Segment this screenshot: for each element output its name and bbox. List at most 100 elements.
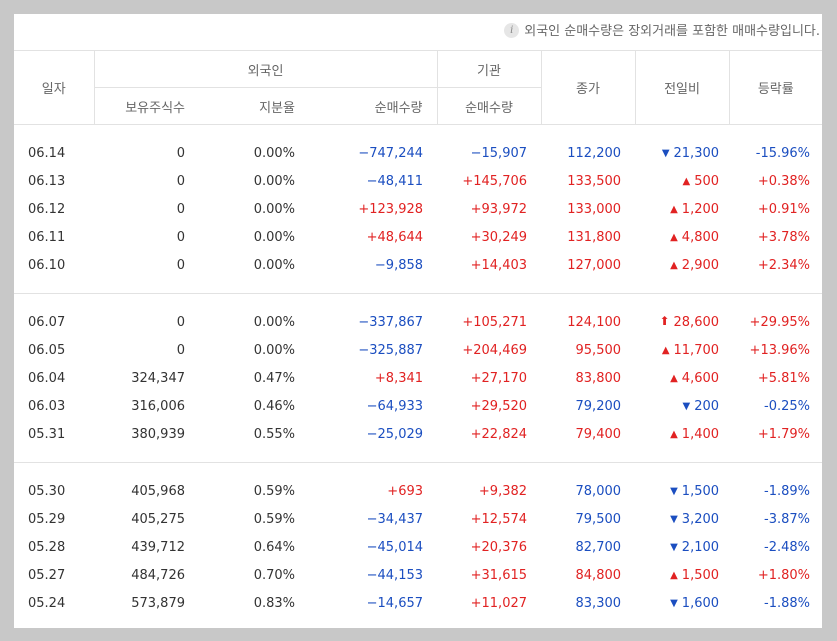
col-group-institution: 기관 xyxy=(436,51,542,88)
cell-change: ▲ 2,900 xyxy=(635,251,729,294)
trading-table: 일자 외국인 기관 종가 전일비 등락률 보유주식수 지분율 순매수량 순매수량… xyxy=(14,51,822,628)
cell-ratio-value: 0.00% xyxy=(253,257,295,273)
cell-ratio: 0.00% xyxy=(209,167,323,195)
cell-date-value: 05.28 xyxy=(28,539,66,555)
cell-date-value: 05.24 xyxy=(28,595,66,611)
cell-holdings-value: 405,275 xyxy=(131,511,185,527)
cell-holdings: 484,726 xyxy=(94,561,209,589)
cell-foreign-net: −9,858 xyxy=(323,251,437,294)
cell-foreign-net: +693 xyxy=(323,462,438,505)
cell-rate: +29.95% xyxy=(729,293,822,336)
cell-rate-value: +29.95% xyxy=(749,314,811,330)
investor-trading-panel: i 외국인 순매수량은 장외거래를 포함한 매매수량입니다. 일자 외국인 기관 … xyxy=(14,14,822,628)
cell-close-value: 133,500 xyxy=(567,173,622,189)
table-row: 05.27 484,726 0.70% −44,153 +31,615 84,800 ▲ 1,… xyxy=(14,561,822,589)
col-change: 전일비 xyxy=(634,51,730,125)
cell-change: ▲ 1,200 xyxy=(635,195,729,223)
cell-close: 124,100 xyxy=(541,293,636,336)
cell-date-value: 06.03 xyxy=(28,398,66,414)
cell-rate: +3.78% xyxy=(729,223,822,251)
cell-rate-value: +13.96% xyxy=(749,342,811,358)
cell-date-value: 06.11 xyxy=(28,229,66,245)
cell-date: 05.30 xyxy=(14,462,94,505)
cell-holdings-value: 439,712 xyxy=(131,539,185,555)
triangle-up-icon: ▲ xyxy=(670,203,678,215)
cell-change-value: 1,500 xyxy=(681,483,720,499)
cell-rate-value: -0.25% xyxy=(764,398,811,414)
cell-foreign-net-value: −14,657 xyxy=(366,595,424,611)
cell-foreign-net-value: +123,928 xyxy=(358,201,424,217)
cell-rate-value: -1.88% xyxy=(764,595,811,611)
cell-foreign-net: +8,341 xyxy=(323,364,437,392)
cell-rate: +13.96% xyxy=(729,336,822,364)
cell-close-value: 112,200 xyxy=(567,145,622,161)
cell-rate: -15.96% xyxy=(729,125,822,168)
cell-holdings: 0 xyxy=(94,167,209,195)
cell-rate: +5.81% xyxy=(729,364,822,392)
cell-inst-net: +9,382 xyxy=(437,462,542,505)
cell-holdings: 316,006 xyxy=(94,392,209,420)
cell-foreign-net: −14,657 xyxy=(323,589,437,628)
cell-inst-net: +31,615 xyxy=(437,561,541,589)
cell-ratio-value: 0.00% xyxy=(253,145,295,161)
cell-rate-value: +3.78% xyxy=(757,229,811,245)
cell-inst-net: −15,907 xyxy=(437,125,541,168)
cell-close: 131,800 xyxy=(541,223,635,251)
cell-ratio: 0.00% xyxy=(209,223,323,251)
cell-holdings-value: 0 xyxy=(176,342,185,358)
cell-holdings-value: 0 xyxy=(176,314,185,330)
triangle-down-icon: ▼ xyxy=(670,513,678,525)
cell-inst-net-value: +93,972 xyxy=(470,201,528,217)
table-row: 06.07 0 0.00% −337,867 +105,271 124,100 ⬆ 28,60… xyxy=(14,293,822,336)
cell-change-value: 200 xyxy=(694,398,720,414)
cell-change-value: 28,600 xyxy=(673,314,720,330)
cell-date: 06.11 xyxy=(14,223,94,251)
cell-change-value: 1,400 xyxy=(681,426,720,442)
cell-ratio: 0.00% xyxy=(209,251,323,294)
cell-close: 95,500 xyxy=(541,336,635,364)
cell-foreign-net-value: +8,341 xyxy=(374,370,424,386)
cell-date: 06.12 xyxy=(14,195,94,223)
table-header: 일자 외국인 기관 종가 전일비 등락률 보유주식수 지분율 순매수량 순매수량 xyxy=(14,51,822,125)
cell-inst-net-value: +14,403 xyxy=(470,257,528,273)
cell-close-value: 83,800 xyxy=(575,370,622,386)
cell-foreign-net-value: −747,244 xyxy=(358,145,424,161)
col-group-foreign: 외국인 xyxy=(93,51,438,88)
cell-rate-value: -1.89% xyxy=(764,483,811,499)
cell-inst-net-value: +27,170 xyxy=(470,370,528,386)
cell-ratio: 0.00% xyxy=(209,125,323,168)
cell-inst-net: +30,249 xyxy=(437,223,541,251)
cell-close: 83,300 xyxy=(541,589,635,628)
cell-change: ▼ 21,300 xyxy=(635,125,729,168)
cell-date: 05.31 xyxy=(14,420,94,463)
cell-change-value: 2,900 xyxy=(681,257,720,273)
cell-ratio: 0.64% xyxy=(209,533,323,561)
table-row: 06.05 0 0.00% −325,887 +204,469 95,500 ▲ 11,700… xyxy=(14,336,822,364)
cell-change-value: 4,800 xyxy=(681,229,720,245)
cell-inst-net: +11,027 xyxy=(437,589,541,628)
cell-date-value: 06.12 xyxy=(28,201,66,217)
cell-close: 133,500 xyxy=(541,167,635,195)
cell-inst-net-value: +29,520 xyxy=(470,398,528,414)
cell-inst-net-value: +11,027 xyxy=(470,595,528,611)
table-row: 06.03 316,006 0.46% −64,933 +29,520 79,200 ▼ 20… xyxy=(14,392,822,420)
cell-close: 133,000 xyxy=(541,195,635,223)
cell-inst-net: +93,972 xyxy=(437,195,541,223)
col-ratio: 지분율 xyxy=(209,87,323,125)
cell-close-value: 79,400 xyxy=(575,426,622,442)
cell-ratio-value: 0.83% xyxy=(253,595,295,611)
cell-inst-net-value: +31,615 xyxy=(470,567,528,583)
cell-change: ▲ 4,800 xyxy=(635,223,729,251)
col-close: 종가 xyxy=(540,51,636,125)
triangle-up-icon: ▲ xyxy=(670,231,678,243)
cell-foreign-net: −64,933 xyxy=(323,392,437,420)
triangle-down-icon: ▼ xyxy=(661,147,670,159)
cell-ratio: 0.59% xyxy=(209,505,323,533)
cell-close: 84,800 xyxy=(541,561,635,589)
cell-date-value: 06.07 xyxy=(28,314,66,330)
cell-foreign-net-value: −9,858 xyxy=(374,257,424,273)
info-icon[interactable]: i xyxy=(504,23,520,38)
cell-date: 06.13 xyxy=(14,167,94,195)
cell-close: 79,500 xyxy=(541,505,635,533)
cell-close-value: 95,500 xyxy=(575,342,622,358)
